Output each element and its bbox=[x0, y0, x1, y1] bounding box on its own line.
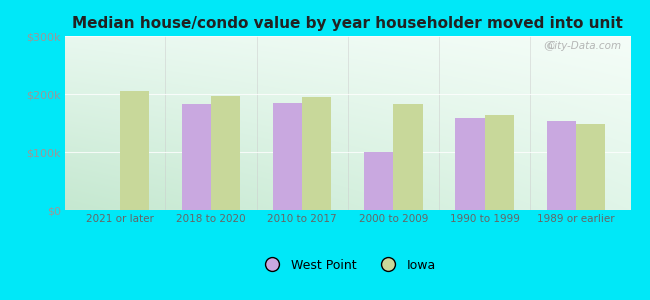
Bar bbox=[182, 104, 211, 210]
Bar bbox=[364, 152, 393, 210]
Bar bbox=[484, 116, 514, 210]
Text: City-Data.com: City-Data.com bbox=[548, 41, 622, 51]
Bar bbox=[211, 96, 240, 210]
Bar bbox=[273, 103, 302, 210]
Bar bbox=[302, 97, 332, 210]
Text: @: @ bbox=[543, 41, 554, 51]
Bar bbox=[120, 91, 149, 210]
Bar bbox=[576, 124, 605, 210]
Title: Median house/condo value by year householder moved into unit: Median house/condo value by year househo… bbox=[72, 16, 623, 31]
Bar bbox=[456, 118, 484, 210]
Bar bbox=[547, 121, 576, 210]
Bar bbox=[393, 104, 422, 210]
Legend: West Point, Iowa: West Point, Iowa bbox=[255, 254, 441, 277]
